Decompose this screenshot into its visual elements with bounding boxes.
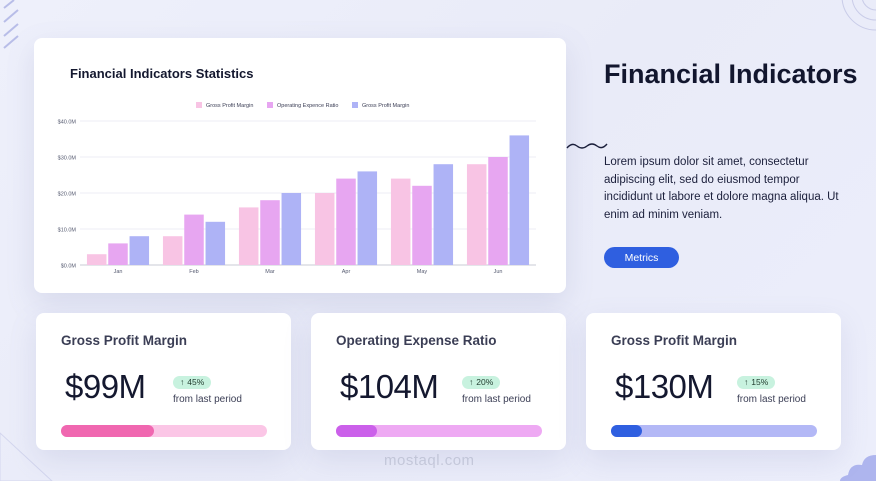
decorative-rings <box>841 0 876 31</box>
y-tick-label: $10.0M <box>58 228 77 234</box>
chart-bar <box>412 185 432 265</box>
chart-bar <box>162 236 183 265</box>
kpi-value: $99M <box>65 368 146 405</box>
chart-bar <box>433 164 454 265</box>
chart-bar <box>509 135 530 265</box>
arrow-up-icon: ↑ <box>744 377 749 387</box>
kpi-change-value: 45% <box>187 377 205 387</box>
chart-bar <box>488 157 508 265</box>
kpi-progress-track <box>336 425 542 437</box>
kpi-title: Operating Expense Ratio <box>336 333 497 348</box>
watermark: mostaql.com <box>384 452 475 469</box>
kpi-subtext: from last period <box>173 394 242 405</box>
x-tick-label: Jan <box>114 269 123 275</box>
kpi-change-value: 15% <box>751 377 769 387</box>
legend-label: Gross Profit Margin <box>206 103 253 109</box>
legend-label: Gross Profit Margin <box>362 103 409 109</box>
arrow-up-icon: ↑ <box>180 377 185 387</box>
x-tick-label: Apr <box>342 269 351 275</box>
decorative-scallop <box>840 455 876 481</box>
legend-swatch <box>267 102 273 108</box>
kpi-title: Gross Profit Margin <box>61 333 188 348</box>
chart-bar <box>466 164 487 265</box>
chart-bar <box>184 214 204 265</box>
kpi-subtext: from last period <box>462 394 531 405</box>
kpi-progress-fill <box>611 425 642 437</box>
kpi-card-gross-profit-margin-2: Gross Profit Margin $130M ↑ 15% from las… <box>586 313 841 450</box>
legend-swatch <box>196 102 202 108</box>
chart-bar <box>281 193 302 265</box>
kpi-card-gross-profit-margin: Gross Profit Margin $99M ↑ 45% from last… <box>36 313 291 450</box>
x-tick-label: Feb <box>189 269 198 275</box>
chart-bar <box>336 178 356 265</box>
kpi-value: $130M <box>615 368 714 405</box>
chart-bar <box>314 193 335 265</box>
decorative-triangle <box>0 432 53 481</box>
chart-bar <box>357 171 378 265</box>
legend-label: Operating Expence Ratio <box>277 103 338 109</box>
kpi-progress-fill <box>61 425 154 437</box>
x-tick-label: Mar <box>265 269 275 275</box>
chart-bar <box>390 178 411 265</box>
hero-description: Lorem ipsum dolor sit amet, consectetur … <box>604 156 839 221</box>
kpi-change-badge: ↑ 45% <box>173 376 212 389</box>
kpi-change-value: 20% <box>476 377 494 387</box>
y-tick-label: $40.0M <box>58 120 77 126</box>
kpi-progress-track <box>611 425 817 437</box>
metrics-button[interactable]: Metrics <box>604 247 679 268</box>
legend-swatch <box>352 102 358 108</box>
x-tick-label: May <box>417 269 428 275</box>
decorative-stripes <box>3 0 19 49</box>
chart-bar <box>108 243 128 265</box>
kpi-progress-track <box>61 425 267 437</box>
hero-title: Financial Indicators <box>604 59 858 89</box>
x-tick-label: Jun <box>494 269 503 275</box>
chart-bar <box>238 207 259 265</box>
kpi-value: $104M <box>340 368 439 405</box>
kpi-progress-fill <box>336 425 378 437</box>
kpi-card-operating-expense-ratio: Operating Expense Ratio $104M ↑ 20% from… <box>311 313 566 450</box>
kpi-subtext: from last period <box>737 394 806 405</box>
chart-bar <box>205 221 226 265</box>
y-tick-label: $30.0M <box>58 156 77 162</box>
squiggle-decoration <box>566 143 608 149</box>
chart-title: Financial Indicators Statistics <box>70 66 254 81</box>
kpi-change-badge: ↑ 15% <box>737 376 776 389</box>
y-tick-label: $20.0M <box>58 192 77 198</box>
y-tick-label: $0.0M <box>61 264 77 270</box>
arrow-up-icon: ↑ <box>469 377 474 387</box>
chart-bar <box>86 254 107 265</box>
kpi-title: Gross Profit Margin <box>611 333 738 348</box>
bar-chart: $0.0M $10.0M $20.0M $30.0M $40.0M Jan Feb Mar Ap… <box>58 102 536 275</box>
chart-bar <box>129 236 150 265</box>
kpi-change-badge: ↑ 20% <box>462 376 501 389</box>
chart-card: Financial Indicators Statistics $0.0M $10… <box>34 38 566 293</box>
chart-bar <box>260 200 280 265</box>
